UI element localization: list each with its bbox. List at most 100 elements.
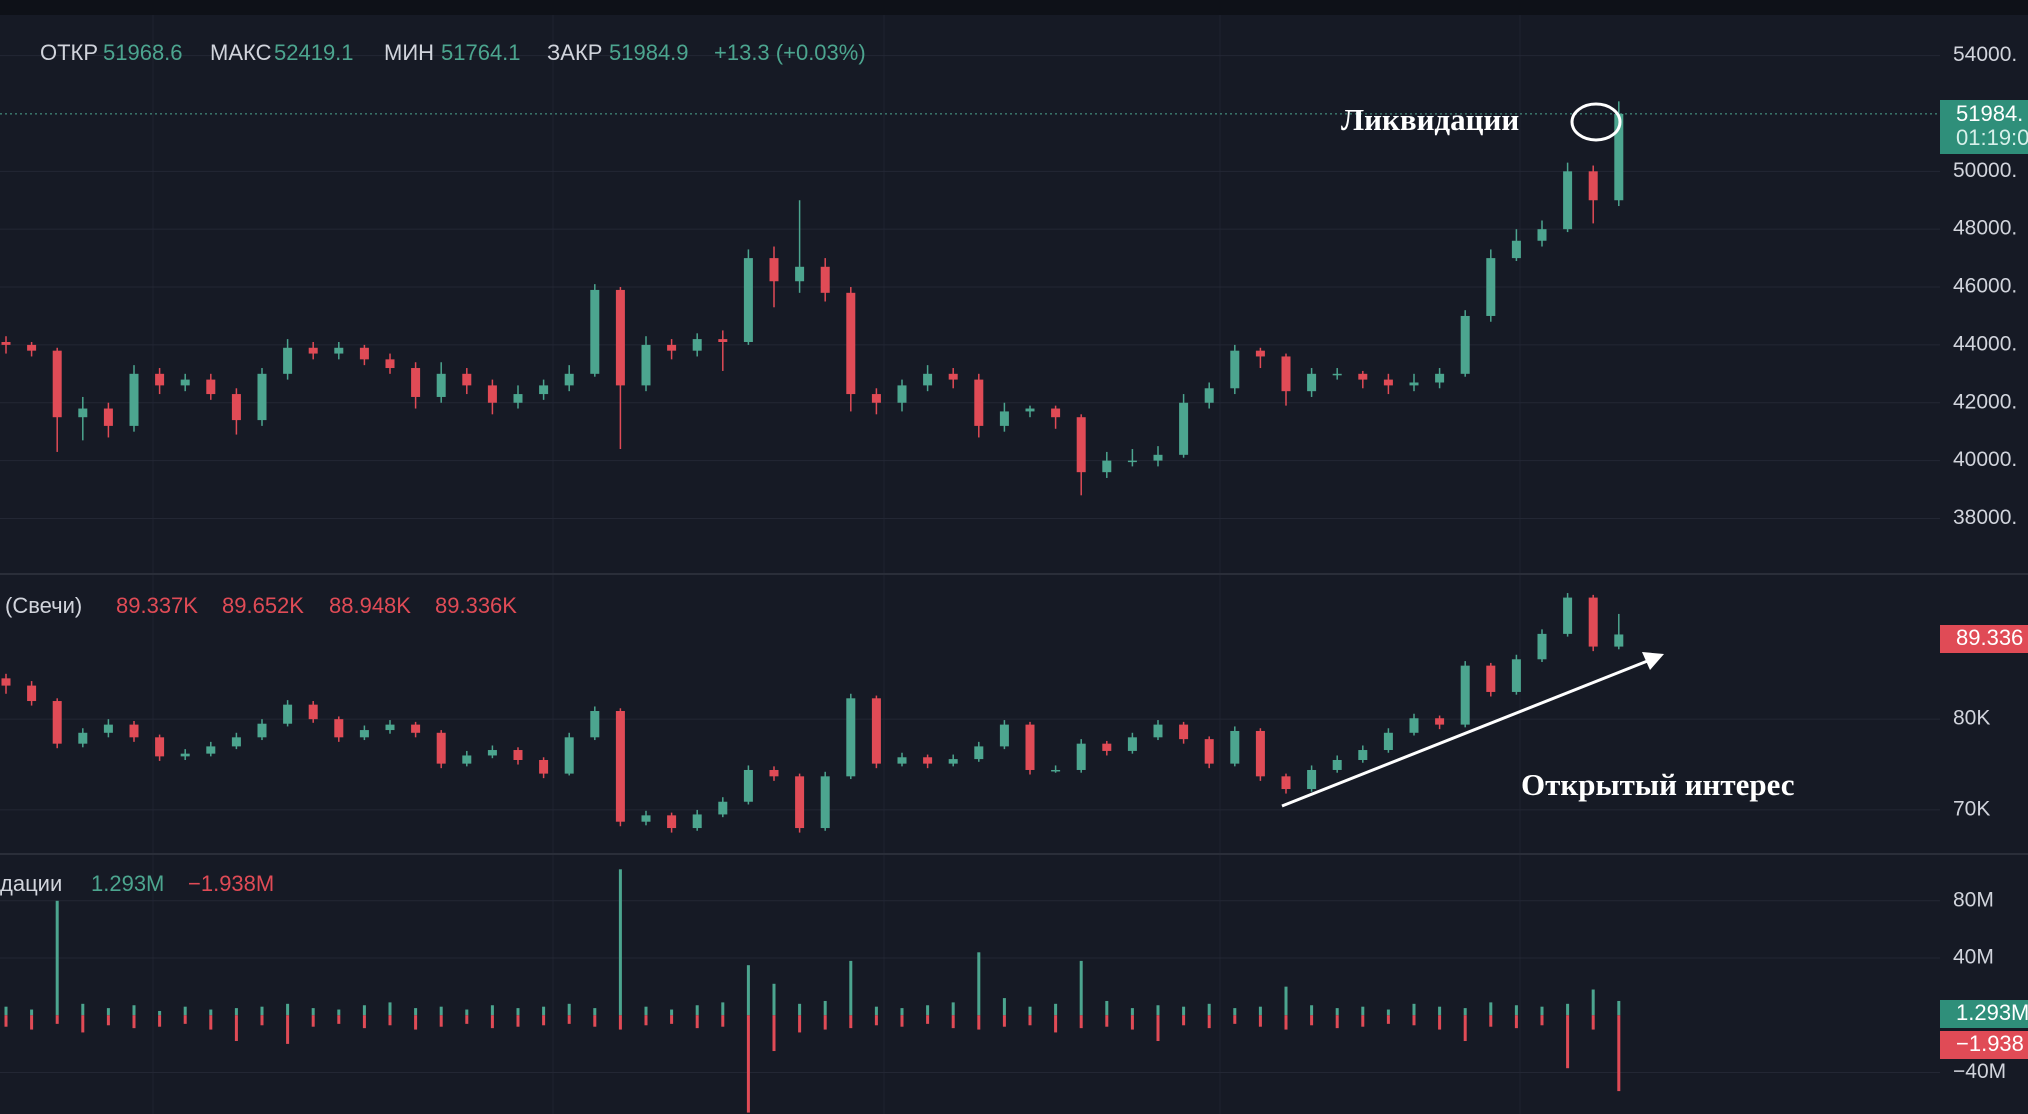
candle-body xyxy=(641,815,651,822)
candle-body xyxy=(999,411,1009,426)
oi-last: 89.336 xyxy=(1956,625,2023,650)
candle-body xyxy=(180,753,190,757)
candle-body xyxy=(1614,634,1624,647)
liquidation-bar xyxy=(1310,1015,1314,1026)
liquidation-bar xyxy=(823,1015,827,1030)
liquidation-bar xyxy=(1412,1015,1416,1026)
liquidation-bar xyxy=(1540,1006,1544,1016)
candle-body xyxy=(283,704,293,724)
candle-body xyxy=(129,724,139,738)
candle-body xyxy=(1281,356,1291,392)
liquidation-bar xyxy=(798,1003,802,1016)
candle-body xyxy=(1614,113,1624,201)
candle-body xyxy=(1383,379,1393,386)
liquidation-bar xyxy=(516,1008,520,1016)
candle-body xyxy=(103,724,113,733)
annotation-arrow xyxy=(1281,658,1651,808)
liquidation-bar xyxy=(1105,1015,1109,1027)
liquidation-bar xyxy=(209,1009,213,1016)
y-tick-label: 44000. xyxy=(1953,332,2017,355)
candle-body xyxy=(1409,382,1419,386)
vertical-grid xyxy=(152,15,1521,1114)
liquidation-bar xyxy=(695,1005,699,1016)
liquidation-bar xyxy=(1028,1006,1032,1016)
liquidation-bar xyxy=(1438,1015,1442,1030)
liquidation-bar xyxy=(926,1015,930,1024)
liquidation-bar xyxy=(1156,1005,1160,1016)
oi-legend-value: 88.948K xyxy=(329,593,411,618)
liquidation-bar xyxy=(849,960,853,1016)
candle-body xyxy=(1588,171,1598,201)
liquidation-bar xyxy=(1258,1015,1262,1027)
y-tick-label: 80M xyxy=(1953,888,1994,911)
candle-body xyxy=(1025,724,1035,770)
y-tick-label: 38000. xyxy=(1953,506,2017,529)
liquidation-bar xyxy=(1002,998,1006,1016)
liquidation-bar xyxy=(798,1015,802,1033)
candle-body xyxy=(1588,597,1598,647)
oi-legend-value: 89.652K xyxy=(222,593,304,618)
top-strip xyxy=(0,0,2028,15)
liquidation-bar xyxy=(1182,1015,1186,1026)
annotation: Ликвидации xyxy=(1341,102,1519,137)
candle-body xyxy=(948,373,958,380)
liquidation-bar xyxy=(772,983,776,1016)
header: ОТКР 51968.6 МАКС 52419.1 МИН 51764.1 ЗА… xyxy=(40,40,866,65)
liquidation-bar xyxy=(1386,1015,1390,1024)
liquidation-bar xyxy=(951,1015,955,1029)
candle-body xyxy=(743,769,753,802)
liquidation-bar xyxy=(362,1015,366,1029)
ohlc-label: ЗАКР xyxy=(547,40,602,65)
liquidation-bar xyxy=(951,1002,955,1016)
candle-body xyxy=(667,344,677,351)
candle-body xyxy=(206,746,216,754)
y-tick-label: −40M xyxy=(1953,1060,2006,1083)
candle-body xyxy=(692,339,702,351)
candle-body xyxy=(1179,402,1189,455)
liquidation-bar xyxy=(81,1003,85,1016)
liquidation-bar xyxy=(516,1015,520,1027)
liquidation-bar xyxy=(414,1008,418,1016)
candle-body xyxy=(1230,350,1240,389)
liquidation-bar xyxy=(1233,1015,1237,1024)
candle-body xyxy=(1179,724,1189,740)
liquidation-bar xyxy=(1002,1015,1006,1027)
y-tick-label: 46000. xyxy=(1953,275,2017,298)
candle-body xyxy=(999,724,1009,747)
liquidation-bar xyxy=(439,1015,443,1027)
liquidation-bar xyxy=(746,965,750,1016)
liquidation-bar xyxy=(132,1015,136,1029)
liquidation-bar xyxy=(1130,1015,1134,1030)
candle-body xyxy=(78,408,88,418)
candle-body xyxy=(462,373,472,386)
liquidation-bar xyxy=(874,1015,878,1026)
liquidation-bar xyxy=(644,1015,648,1026)
candle-body xyxy=(1460,315,1470,374)
candle-body xyxy=(1127,460,1137,463)
liquidation-bar xyxy=(1412,1003,1416,1016)
liquidation-bar xyxy=(977,1015,981,1030)
liquidation-bar xyxy=(286,1015,290,1044)
annotation: Открытый интерес xyxy=(1521,767,1795,802)
candle-body xyxy=(334,719,344,738)
candle-body xyxy=(948,759,958,764)
candle-body xyxy=(1204,388,1214,403)
candle-body xyxy=(52,701,62,744)
liquidation-bar xyxy=(260,1015,264,1026)
liquidation-bar xyxy=(1258,1006,1262,1016)
liquidation-bar xyxy=(1591,989,1595,1016)
candle-body xyxy=(1051,408,1061,418)
candle-body xyxy=(231,394,241,421)
candle-body xyxy=(1383,732,1393,751)
candle-body xyxy=(487,750,497,756)
liquidation-bar xyxy=(1361,1006,1365,1016)
liquidation-bar xyxy=(4,1006,8,1016)
liquidation-bar xyxy=(618,1015,622,1030)
candle-body xyxy=(52,350,62,418)
candle-body xyxy=(897,757,907,764)
candle-body xyxy=(180,379,190,386)
candle-body xyxy=(795,776,805,829)
candle-body xyxy=(27,344,37,351)
liquidation-bar xyxy=(465,1009,469,1016)
